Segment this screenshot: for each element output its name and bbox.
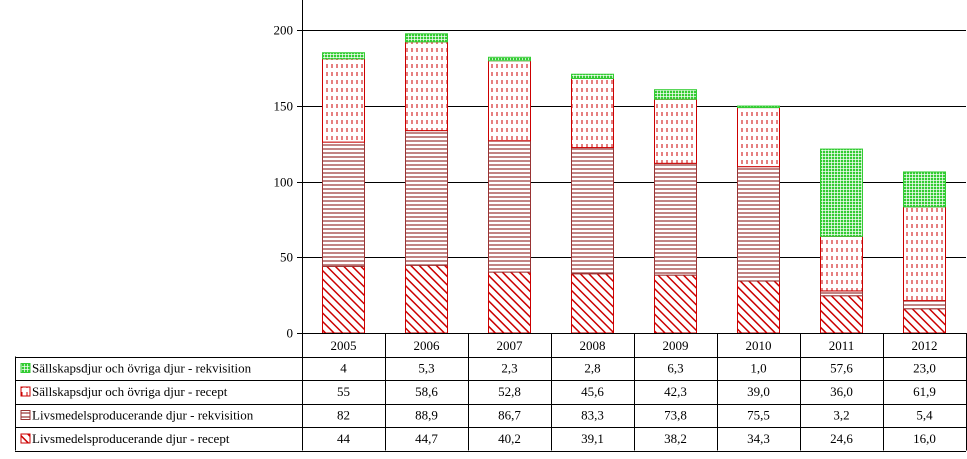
bar-segment-3-2012 (903, 206, 946, 302)
bars (322, 33, 946, 334)
y-tick-label: 100 (274, 175, 294, 190)
legend-label: Livsmedelsproducerande djur - recept (32, 431, 230, 446)
data-label: 3,2 (833, 408, 849, 423)
bar-segment-4-2005 (322, 52, 365, 60)
legend-swatch (20, 363, 31, 373)
data-label: 45,6 (581, 384, 604, 399)
legend-label: Sällskapsdjur och övriga djur - recept (32, 384, 228, 399)
data-label: 58,6 (415, 384, 438, 399)
bar-segment-3-2007 (488, 60, 531, 142)
gridlines (302, 30, 966, 258)
y-axis: 0 50 100 150 200 (274, 0, 303, 341)
x-tick-label: 2010 (746, 338, 772, 353)
data-label: 83,3 (581, 408, 604, 423)
x-tick-label: 2007 (497, 338, 524, 353)
data-table: 2005 2006 2007 2008 2009 2010 2011 2012 Sällskap… (15, 333, 967, 452)
y-tick-label: 150 (274, 99, 294, 114)
legend-label: Livsmedelsproducerande djur - rekvisitio… (32, 408, 254, 423)
bar-segment-2-2009 (654, 162, 697, 276)
bar-segment-3-2009 (654, 98, 697, 164)
bar-segment-2-2007 (488, 140, 531, 273)
bar-segment-1-2005 (322, 265, 365, 334)
bar-segment-4-2012 (903, 171, 946, 208)
data-label: 40,2 (498, 431, 521, 446)
bar-segment-1-2012 (903, 308, 946, 334)
data-label: 1,0 (750, 361, 766, 376)
data-label: 82 (337, 408, 350, 423)
data-label: 2,8 (584, 361, 600, 376)
bar-segment-1-2009 (654, 274, 697, 334)
data-label: 39,1 (581, 431, 604, 446)
legend-swatch (20, 410, 31, 420)
bar-segment-4-2011 (820, 148, 863, 237)
bar-segment-1-2007 (488, 271, 531, 334)
data-label: 44 (337, 431, 351, 446)
data-label: 5,3 (418, 361, 434, 376)
data-label: 36,0 (830, 384, 853, 399)
y-tick-label: 0 (287, 326, 294, 341)
x-tick-label: 2012 (912, 338, 938, 353)
data-label: 39,0 (747, 384, 770, 399)
bar-segment-3-2006 (405, 41, 448, 132)
data-label: 42,3 (664, 384, 687, 399)
data-label: 23,0 (913, 361, 936, 376)
data-label: 4 (340, 361, 347, 376)
bar-segment-4-2008 (571, 73, 614, 79)
data-label: 86,7 (498, 408, 521, 423)
bar-segment-2-2006 (405, 130, 448, 266)
bar-segment-4-2007 (488, 56, 531, 62)
y-tick-label: 50 (280, 250, 293, 265)
bar-segment-3-2010 (737, 107, 780, 168)
data-label: 61,9 (913, 384, 936, 399)
data-label: 24,6 (830, 431, 853, 446)
bar-segment-4-2010 (737, 105, 780, 109)
data-label: 52,8 (498, 384, 521, 399)
bar-segment-2-2012 (903, 300, 946, 310)
data-label: 88,9 (415, 408, 438, 423)
bar-segment-4-2009 (654, 89, 697, 100)
x-tick-label: 2009 (663, 338, 689, 353)
data-label: 5,4 (916, 408, 933, 423)
bar-segment-2-2005 (322, 141, 365, 267)
legend-swatch (20, 433, 31, 444)
x-tick-label: 2006 (414, 338, 441, 353)
data-label: 44,7 (415, 431, 438, 446)
data-label: 16,0 (913, 431, 936, 446)
bar-segment-1-2011 (820, 295, 863, 334)
bar-segment-3-2011 (820, 235, 863, 292)
legend-label: Sällskapsdjur och övriga djur - rekvisit… (32, 361, 252, 376)
x-tick-label: 2005 (331, 338, 357, 353)
data-label: 6,3 (667, 361, 683, 376)
bar-segment-4-2006 (405, 33, 448, 43)
data-label: 2,3 (501, 361, 517, 376)
x-tick-label: 2008 (580, 338, 606, 353)
bar-segment-3-2005 (322, 58, 365, 143)
bar-segment-3-2008 (571, 77, 614, 149)
x-tick-label: 2011 (829, 338, 855, 353)
data-label: 75,5 (747, 408, 770, 423)
bar-segment-2-2010 (737, 166, 780, 282)
legend-swatch (20, 386, 31, 397)
bar-segment-1-2010 (737, 280, 780, 334)
bar-segment-2-2008 (571, 147, 614, 275)
bar-segment-1-2006 (405, 264, 448, 334)
y-tick-label: 200 (274, 23, 294, 38)
data-label: 73,8 (664, 408, 687, 423)
data-label: 57,6 (830, 361, 853, 376)
bar-segment-2-2011 (820, 290, 863, 297)
data-label: 55 (337, 384, 350, 399)
data-label: 38,2 (664, 431, 687, 446)
data-label: 34,3 (747, 431, 770, 446)
bar-segment-1-2008 (571, 273, 614, 334)
